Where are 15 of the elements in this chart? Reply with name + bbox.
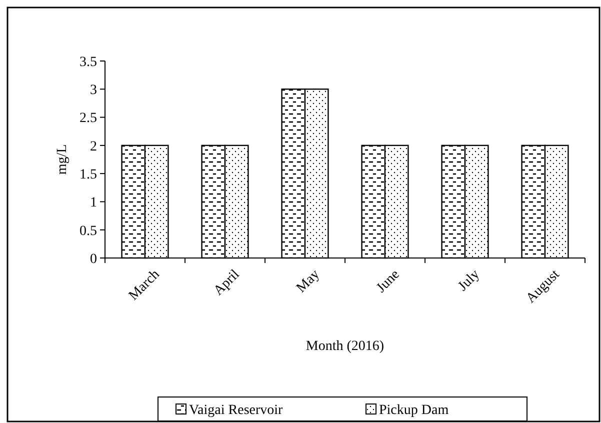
legend-label: Vaigai Reservoir [189,402,284,418]
x-axis-title: Month (2016) [306,339,384,354]
x-tick-label: June [374,267,403,296]
y-tick-label: 3.5 [80,54,97,70]
y-axis-title: mg/L [55,144,70,175]
y-tick-label: 3 [90,83,97,98]
legend-label: Pickup Dam [379,402,449,418]
y-tick-label: 0.5 [80,224,97,239]
x-tick-label: May [294,267,323,296]
y-tick-label: 0 [90,252,97,267]
y-tick-label: 1.5 [80,167,97,182]
y-tick-label: 1 [90,196,97,211]
y-tick-label: 2 [90,139,97,154]
x-tick-label: July [456,267,483,294]
y-tick-label: 2.5 [80,111,97,126]
